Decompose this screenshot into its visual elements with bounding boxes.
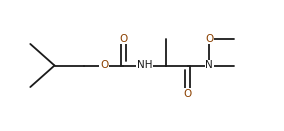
Text: N: N xyxy=(205,61,213,70)
Text: O: O xyxy=(205,34,213,44)
Text: O: O xyxy=(119,34,127,44)
Text: O: O xyxy=(100,61,108,70)
Text: O: O xyxy=(184,89,192,99)
Text: NH: NH xyxy=(137,61,153,70)
